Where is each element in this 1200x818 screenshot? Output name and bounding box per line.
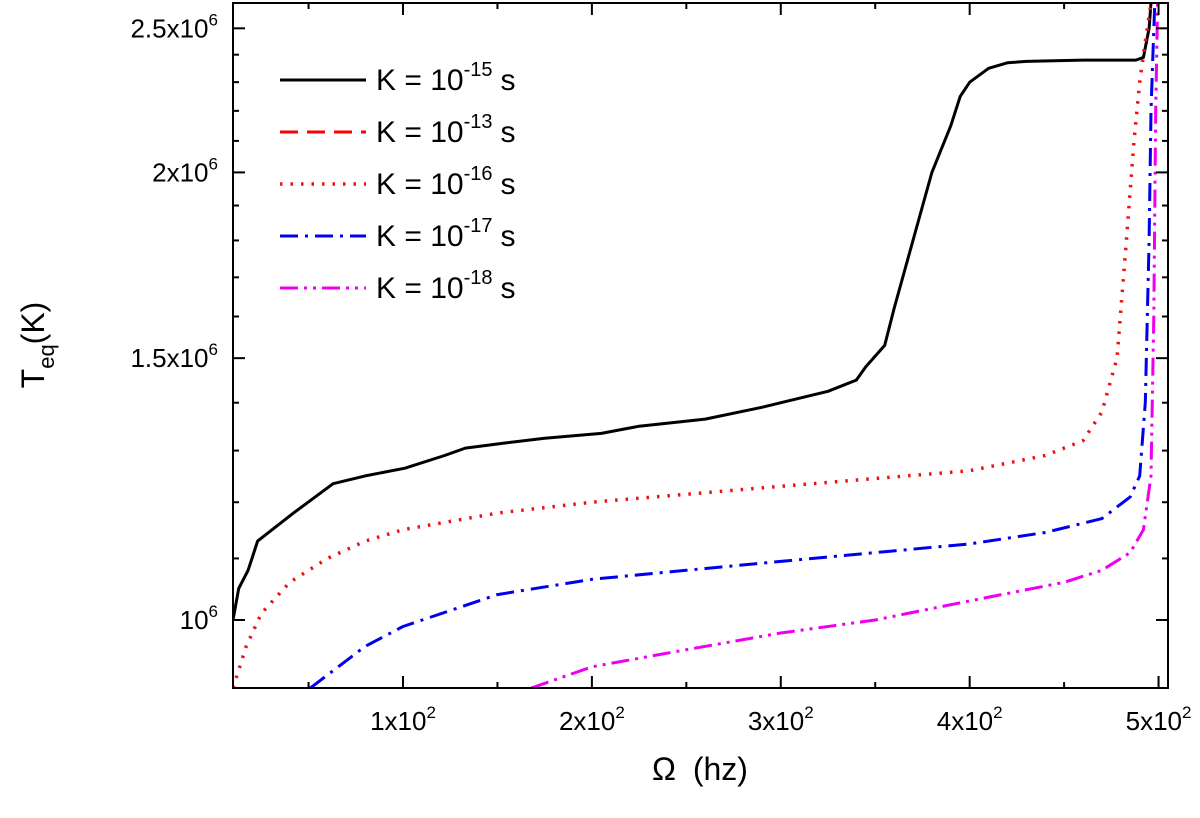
x-tick-label: 2x102	[559, 703, 625, 736]
plot-frame	[232, 2, 1169, 689]
legend-label: K = 10-15 s	[376, 59, 515, 97]
legend-label: K = 10-18 s	[376, 267, 515, 305]
series-line-0	[233, 3, 1153, 621]
y-axis-sub: eq	[34, 344, 59, 368]
legend-label: K = 10-16 s	[376, 163, 515, 201]
y-axis-unit: (K)	[15, 302, 51, 345]
x-axis-unit: (hz)	[693, 751, 748, 787]
y-tick-label: 2x106	[152, 154, 218, 187]
legend-label: K = 10-13 s	[376, 111, 515, 149]
series-line-2	[233, 3, 1153, 688]
legend-label: K = 10-17 s	[376, 215, 515, 253]
y-tick-label: 1.5x106	[130, 340, 218, 373]
y-axis-base: T	[15, 369, 51, 389]
legend-item: K = 10-13 s	[280, 111, 515, 149]
series-line-4	[530, 3, 1160, 688]
y-tick-label: 2.5x106	[130, 10, 218, 43]
x-tick-label: 5x102	[1126, 703, 1192, 736]
series-line-3	[309, 3, 1157, 688]
x-tick-label: 3x102	[748, 703, 814, 736]
x-tick-label: 4x102	[937, 703, 1003, 736]
legend-item: K = 10-17 s	[280, 215, 515, 253]
legend: K = 10-15 s K = 10-13 s K = 10-16 s K = 10-17 s…	[280, 59, 515, 305]
legend-item: K = 10-16 s	[280, 163, 515, 201]
legend-item: K = 10-15 s	[280, 59, 515, 97]
y-axis-label: Teq(K)	[15, 302, 59, 389]
x-tick-label: 1x102	[370, 703, 436, 736]
legend-item: K = 10-18 s	[280, 267, 515, 305]
x-axis-symbol: Ω	[652, 751, 676, 787]
x-axis-label: Ω (hz)	[652, 751, 748, 787]
y-tick-label: 106	[180, 602, 218, 635]
